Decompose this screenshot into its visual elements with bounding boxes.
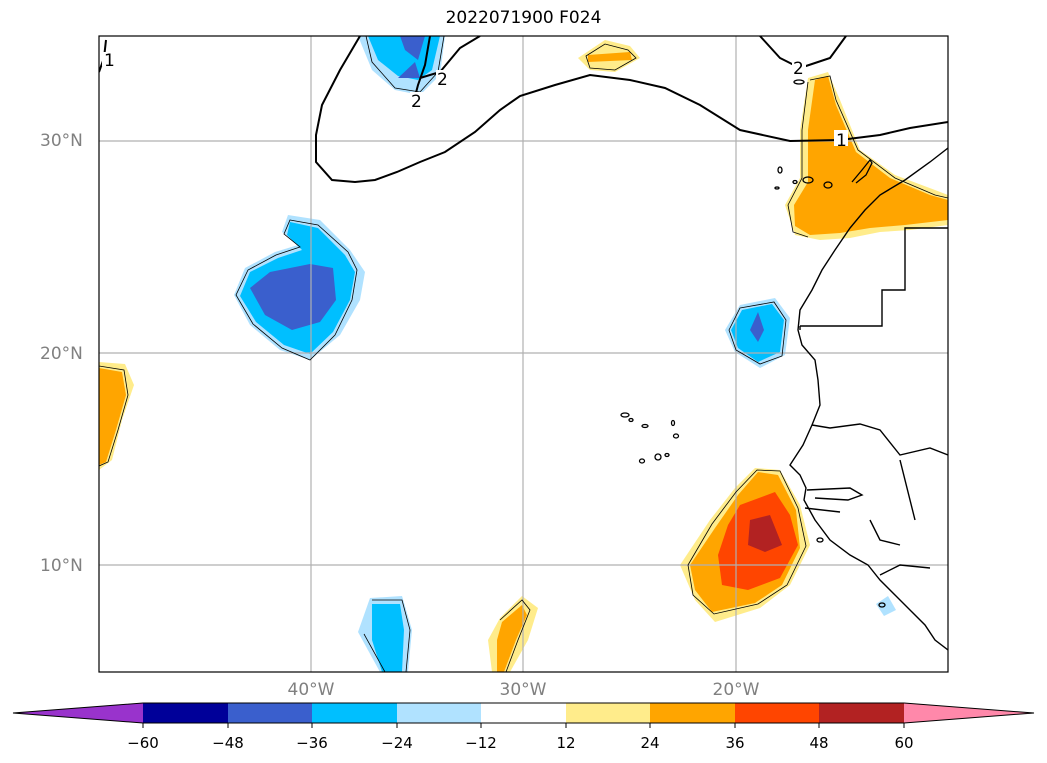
- colorbar-tick-label: −36: [296, 734, 328, 752]
- colorbar-extend-left: [13, 703, 143, 723]
- contour-label-2-a: 2: [437, 70, 448, 90]
- colorbar-segment: [143, 703, 228, 723]
- coastline: [789, 147, 948, 651]
- lat-label-20n: 20°N: [40, 344, 83, 364]
- colorbar-segment: [819, 703, 904, 723]
- colorbar-tick-label: −12: [465, 734, 497, 752]
- lat-label-30n: 30°N: [40, 131, 83, 151]
- colorbar-segment: [735, 703, 819, 723]
- positive-anomaly-west-edge: [99, 362, 134, 470]
- colorbar-tick-label: 36: [725, 734, 745, 752]
- colorbar-tick-label: −60: [127, 734, 159, 752]
- lon-label-40w: 40°W: [287, 680, 335, 700]
- contour-label-2-c: 2: [793, 59, 804, 79]
- colorbar-segment: [650, 703, 735, 723]
- colorbar-extend-right: [904, 703, 1034, 723]
- negative-anomaly-east: [725, 298, 790, 368]
- colorbar-tick-label: −24: [381, 734, 413, 752]
- map-area: 1 2 2 2 1: [99, 36, 948, 672]
- contour-label-2-b: 2: [411, 92, 422, 112]
- anomaly-contours: [99, 36, 948, 672]
- colorbar: [12, 702, 1035, 728]
- negative-anomaly-west: [234, 215, 365, 360]
- contour-label-1-east: 1: [836, 131, 847, 151]
- colorbar-segment: [397, 703, 481, 723]
- lat-label-10n: 10°N: [40, 556, 83, 576]
- map-title: 2022071900 F024: [445, 8, 602, 28]
- positive-anomaly-south-small: [488, 596, 538, 672]
- lon-label-30w: 30°W: [499, 680, 547, 700]
- colorbar-segment: [566, 703, 650, 723]
- negative-anomaly-coast: [876, 596, 896, 616]
- contour-label-1-west: 1: [104, 51, 115, 71]
- colorbar-tick-label: 24: [640, 734, 660, 752]
- graticule: [99, 36, 948, 672]
- colorbar-tick-label: 48: [809, 734, 829, 752]
- lon-label-20w: 20°W: [712, 680, 760, 700]
- colorbar-tick-label: 60: [894, 734, 914, 752]
- colorbar-tick-label: 12: [556, 734, 576, 752]
- negative-anomaly-south: [358, 596, 412, 672]
- colorbar-segment: [228, 703, 312, 723]
- colorbar-segment: [481, 703, 566, 723]
- negative-anomaly-north: [358, 36, 445, 95]
- positive-anomaly-north-mid: [578, 40, 640, 72]
- colorbar-tick-label: −48: [212, 734, 244, 752]
- colorbar-segment: [312, 703, 397, 723]
- islands: [620, 79, 886, 608]
- map-frame: [98, 35, 949, 673]
